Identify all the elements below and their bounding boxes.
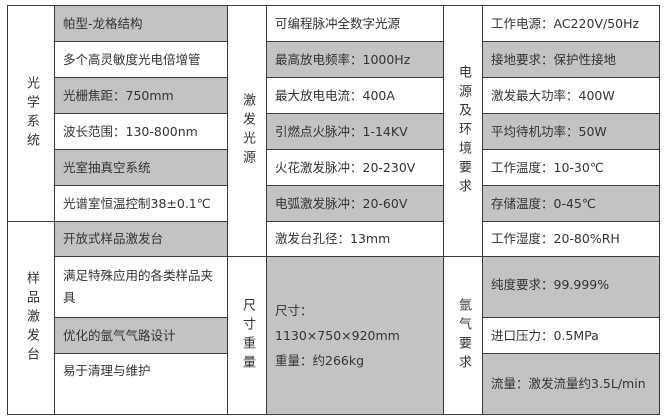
size-cell: 尺寸： 1130×750×920mm 重量：约266kg — [267, 257, 443, 414]
optical-item: 光室抽真空系统 — [55, 150, 227, 185]
spec-table: 光学系统 帕型-龙格结构 多个高灵敏度光电倍增管 光栅焦距：750mm 波长范围… — [7, 5, 660, 415]
power-item: 接地要求：保护性接地 — [483, 42, 659, 77]
section-optical: 光学系统 — [8, 6, 54, 221]
source-item: 可编程脉冲全数字光源 — [267, 6, 443, 41]
source-item: 电弧激发脉冲：20-60V — [267, 186, 443, 221]
power-item: 工作湿度：20-80%RH — [483, 222, 659, 256]
source-item: 激发台孔径：13mm — [267, 222, 443, 256]
sample-item: 易于清理与维护 — [55, 354, 227, 414]
optical-item: 帕型-龙格结构 — [55, 6, 227, 41]
source-item: 最大放电电流：400A — [267, 78, 443, 113]
argon-item: 流量：激发流量约3.5L/min — [483, 354, 659, 414]
power-item: 平均待机功率：50W — [483, 114, 659, 149]
source-item: 火花激发脉冲：20-230V — [267, 150, 443, 185]
section-sample: 样品激发台 — [8, 222, 54, 414]
argon-item: 纯度要求：99.999% — [483, 257, 659, 317]
argon-item: 进口压力：0.5MPa — [483, 318, 659, 353]
source-item: 引燃点火脉冲：1-14KV — [267, 114, 443, 149]
sample-item: 开放式样品激发台 — [55, 222, 227, 256]
power-item: 激发最大功率：400W — [483, 78, 659, 113]
sample-item: 满足特殊应用的各类样品夹具 — [55, 257, 227, 317]
optical-item: 光谱室恒温控制38±0.1℃ — [55, 186, 227, 221]
size-label: 尺寸： — [275, 303, 313, 318]
source-item: 最高放电频率：1000Hz — [267, 42, 443, 77]
weight-value: 重量：约266kg — [275, 353, 365, 368]
section-source: 激发光源 — [228, 6, 266, 256]
size-value: 1130×750×920mm — [275, 328, 400, 343]
section-power: 电源及环境要求 — [444, 6, 482, 256]
sample-item: 优化的氩气气路设计 — [55, 318, 227, 353]
optical-item: 波长范围：130-800nm — [55, 114, 227, 149]
optical-item: 光栅焦距：750mm — [55, 78, 227, 113]
section-size: 尺寸重量 — [228, 257, 266, 414]
power-item: 存储温度：0-45℃ — [483, 186, 659, 221]
section-argon: 氩气要求 — [444, 257, 482, 414]
power-item: 工作温度：10-30℃ — [483, 150, 659, 185]
optical-item: 多个高灵敏度光电倍增管 — [55, 42, 227, 77]
power-item: 工作电源：AC220V/50Hz — [483, 6, 659, 41]
